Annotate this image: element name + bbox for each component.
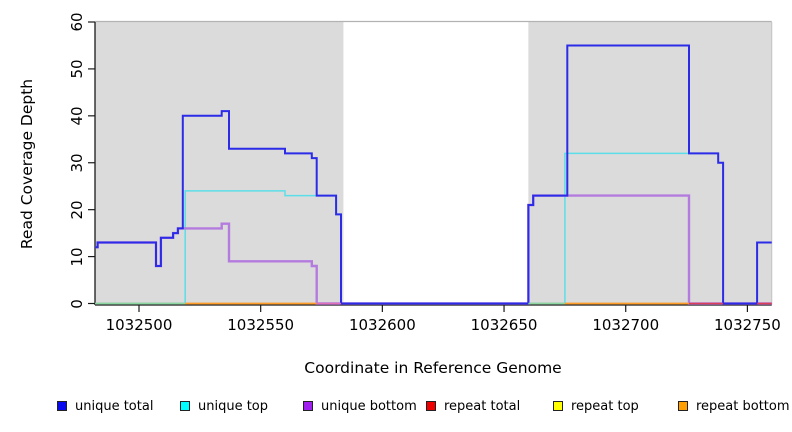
x-tick-label: 1032550 [227, 316, 295, 334]
legend-item-unique-bottom: unique bottom [303, 398, 417, 414]
y-tick-label: 50 [68, 59, 86, 79]
x-axis-title: Coordinate in Reference Genome [304, 359, 562, 377]
x-tick-label: 1032600 [348, 316, 416, 334]
y-tick-label: 40 [68, 106, 86, 126]
legend-label: unique top [198, 398, 269, 414]
y-tick-label: 30 [68, 153, 86, 173]
legend-label: repeat top [571, 398, 639, 414]
legend-swatch-icon [180, 401, 190, 411]
legend-item-unique-total: unique total [57, 398, 153, 414]
series-unique-total [95, 44, 772, 305]
x-tick-label: 1032500 [105, 316, 173, 334]
legend-label: repeat total [444, 398, 521, 414]
legend-swatch-icon [57, 401, 67, 411]
x-tick-label: 1032700 [592, 316, 660, 334]
y-tick-label: 60 [68, 12, 86, 32]
shaded-region [95, 22, 344, 305]
y-tick-label: 10 [68, 247, 86, 267]
legend-swatch-icon [678, 401, 688, 411]
legend-swatch-icon [553, 401, 563, 411]
legend-item-repeat-total: repeat total [426, 398, 520, 414]
x-tick-label: 1032650 [470, 316, 538, 334]
y-axis-title: Read Coverage Depth [18, 78, 36, 250]
y-tick-label: 0 [68, 298, 86, 309]
legend-swatch-icon [303, 401, 313, 411]
legend-label: unique bottom [321, 398, 417, 414]
shaded-region [528, 22, 772, 305]
legend-item-repeat-top: repeat top [553, 398, 639, 414]
x-tick-label: 1032750 [713, 316, 781, 334]
legend-item-repeat-bottom: repeat bottom [678, 398, 790, 414]
legend-label: unique total [75, 398, 154, 414]
y-tick-label: 20 [68, 200, 86, 220]
legend-label: repeat bottom [696, 398, 790, 414]
legend-swatch-icon [426, 401, 436, 411]
legend-item-unique-top: unique top [180, 398, 268, 414]
